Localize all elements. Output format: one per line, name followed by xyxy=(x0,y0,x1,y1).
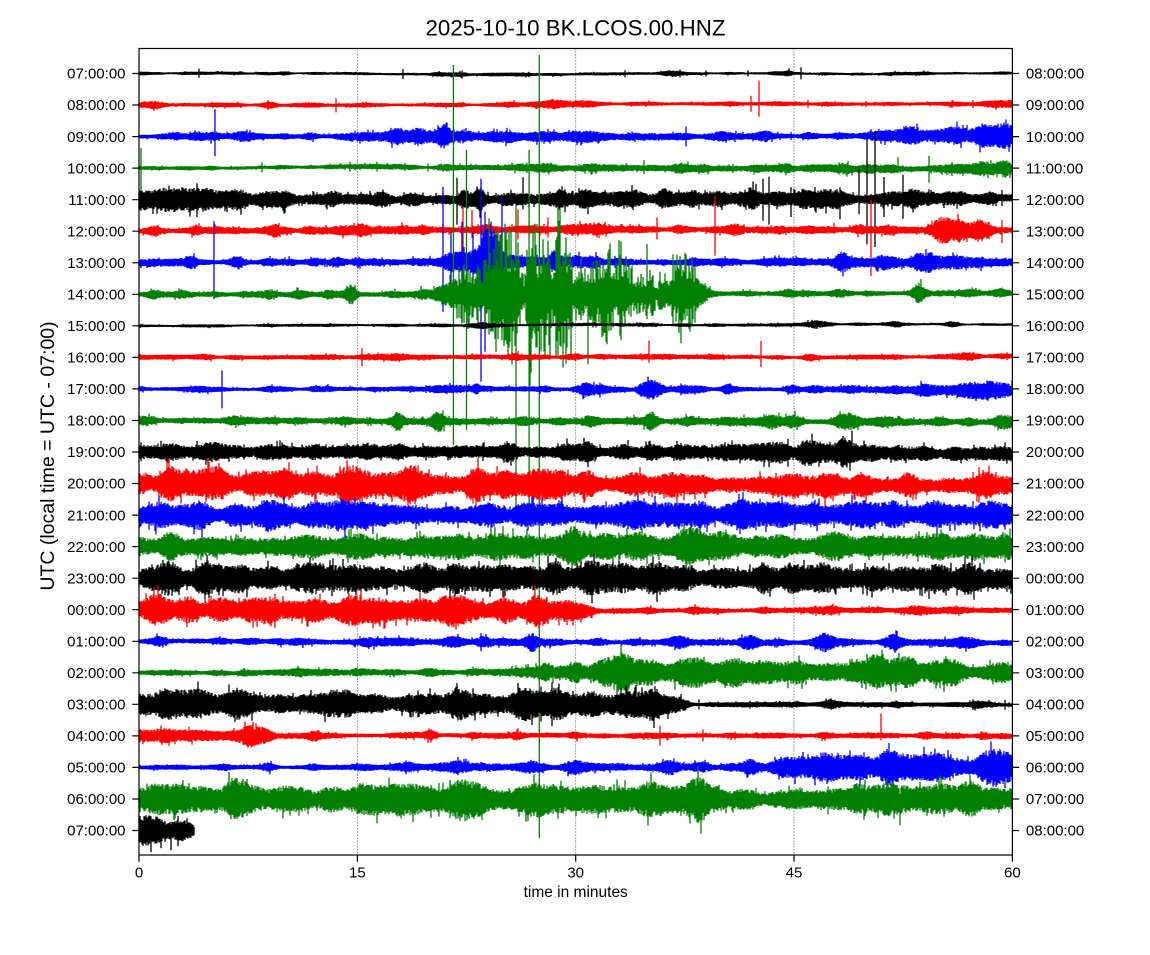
svg-text:22:00:00: 22:00:00 xyxy=(67,539,125,556)
svg-text:10:00:00: 10:00:00 xyxy=(67,160,125,177)
svg-text:08:00:00: 08:00:00 xyxy=(1026,823,1084,840)
svg-text:45: 45 xyxy=(786,865,803,882)
svg-text:21:00:00: 21:00:00 xyxy=(1026,476,1084,493)
svg-text:09:00:00: 09:00:00 xyxy=(67,129,125,146)
svg-text:08:00:00: 08:00:00 xyxy=(67,97,125,114)
svg-text:11:00:00: 11:00:00 xyxy=(68,192,125,209)
svg-text:13:00:00: 13:00:00 xyxy=(1026,223,1084,240)
svg-text:04:00:00: 04:00:00 xyxy=(1026,697,1084,714)
svg-text:2025-10-10 BK.LCOS.00.HNZ: 2025-10-10 BK.LCOS.00.HNZ xyxy=(426,15,726,40)
svg-text:15:00:00: 15:00:00 xyxy=(67,318,125,335)
svg-text:16:00:00: 16:00:00 xyxy=(1026,318,1084,335)
svg-text:07:00:00: 07:00:00 xyxy=(67,66,125,83)
svg-text:17:00:00: 17:00:00 xyxy=(67,381,125,398)
svg-text:07:00:00: 07:00:00 xyxy=(1026,791,1084,808)
svg-text:15: 15 xyxy=(349,865,366,882)
svg-text:19:00:00: 19:00:00 xyxy=(67,444,125,461)
svg-text:03:00:00: 03:00:00 xyxy=(67,697,125,714)
svg-text:21:00:00: 21:00:00 xyxy=(67,507,125,524)
svg-text:08:00:00: 08:00:00 xyxy=(1026,66,1084,83)
svg-text:20:00:00: 20:00:00 xyxy=(1026,444,1084,461)
svg-text:04:00:00: 04:00:00 xyxy=(67,728,125,745)
svg-text:60: 60 xyxy=(1004,865,1021,882)
svg-text:30: 30 xyxy=(567,865,584,882)
svg-text:14:00:00: 14:00:00 xyxy=(1026,255,1084,272)
svg-text:06:00:00: 06:00:00 xyxy=(1026,760,1084,777)
svg-text:23:00:00: 23:00:00 xyxy=(1026,539,1084,556)
svg-text:02:00:00: 02:00:00 xyxy=(67,665,125,682)
svg-text:16:00:00: 16:00:00 xyxy=(67,350,125,367)
svg-text:15:00:00: 15:00:00 xyxy=(1026,287,1084,304)
svg-text:20:00:00: 20:00:00 xyxy=(67,476,125,493)
svg-text:09:00:00: 09:00:00 xyxy=(1026,97,1084,114)
svg-text:17:00:00: 17:00:00 xyxy=(1026,350,1084,367)
svg-text:0: 0 xyxy=(135,865,143,882)
svg-text:06:00:00: 06:00:00 xyxy=(67,791,125,808)
svg-text:13:00:00: 13:00:00 xyxy=(67,255,125,272)
svg-text:UTC (local time = UTC - 07:00): UTC (local time = UTC - 07:00) xyxy=(37,321,59,590)
svg-text:14:00:00: 14:00:00 xyxy=(67,287,125,304)
svg-text:05:00:00: 05:00:00 xyxy=(67,760,125,777)
svg-text:22:00:00: 22:00:00 xyxy=(1026,507,1084,524)
svg-text:10:00:00: 10:00:00 xyxy=(1026,129,1084,146)
svg-text:01:00:00: 01:00:00 xyxy=(67,634,125,651)
svg-text:03:00:00: 03:00:00 xyxy=(1026,665,1084,682)
svg-text:23:00:00: 23:00:00 xyxy=(67,570,125,587)
svg-text:05:00:00: 05:00:00 xyxy=(1026,728,1084,745)
svg-text:11:00:00: 11:00:00 xyxy=(1026,160,1083,177)
svg-text:07:00:00: 07:00:00 xyxy=(67,823,125,840)
svg-text:12:00:00: 12:00:00 xyxy=(67,223,125,240)
svg-text:00:00:00: 00:00:00 xyxy=(67,602,125,619)
svg-text:01:00:00: 01:00:00 xyxy=(1026,602,1084,619)
svg-text:19:00:00: 19:00:00 xyxy=(1026,413,1084,430)
svg-text:12:00:00: 12:00:00 xyxy=(1026,192,1084,209)
svg-text:00:00:00: 00:00:00 xyxy=(1026,570,1084,587)
svg-text:18:00:00: 18:00:00 xyxy=(1026,381,1084,398)
svg-text:18:00:00: 18:00:00 xyxy=(67,413,125,430)
svg-text:time in minutes: time in minutes xyxy=(524,884,628,901)
svg-text:02:00:00: 02:00:00 xyxy=(1026,634,1084,651)
